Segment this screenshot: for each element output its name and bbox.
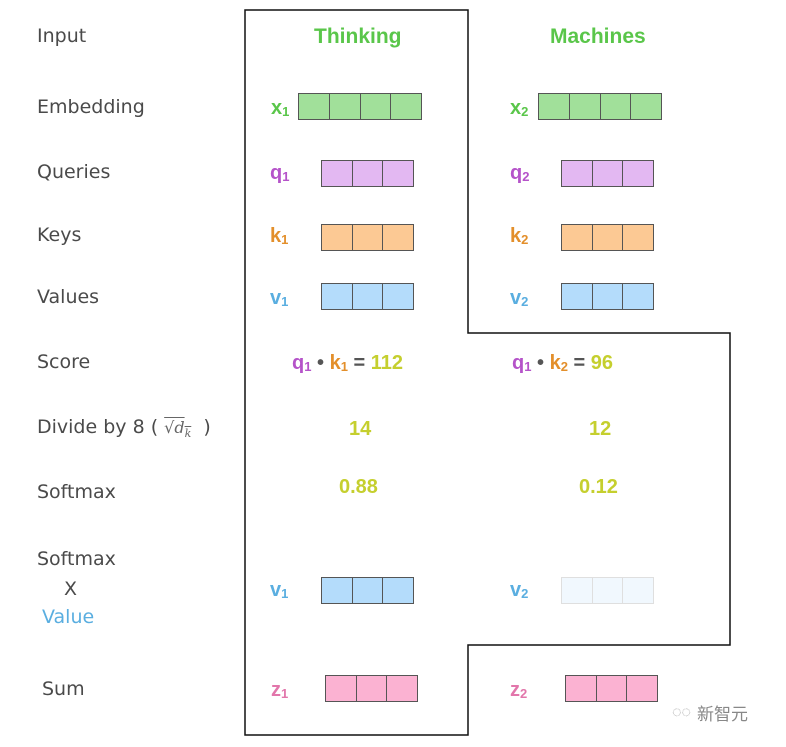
var-v1: v1 [270, 287, 289, 309]
score-1: q1 • k1 = 112 [292, 352, 404, 374]
label-values: Values [37, 286, 100, 308]
vector-cell [353, 161, 384, 186]
vector-x2 [538, 93, 662, 120]
vector-x1 [298, 93, 422, 120]
vector-cell [361, 94, 392, 119]
vector-cell [623, 225, 653, 250]
label-input: Input [37, 25, 87, 47]
var-z2: z2 [510, 679, 528, 701]
var-z1: z1 [271, 679, 289, 701]
vector-cell [322, 225, 353, 250]
vector-cell [322, 578, 353, 603]
vector-cell [539, 94, 570, 119]
vector-cell [562, 225, 593, 250]
vector-k1 [321, 224, 414, 251]
softmax-2: 0.12 [579, 476, 618, 498]
vector-cell [383, 284, 413, 309]
vector-weighted-v2 [561, 577, 654, 604]
vector-cell [383, 161, 413, 186]
vector-cell [353, 284, 384, 309]
vector-q2 [561, 160, 654, 187]
vector-cell [387, 676, 417, 701]
vector-cell [326, 676, 357, 701]
var-v2: v2 [510, 579, 529, 601]
divided-1: 14 [349, 418, 372, 440]
label-value: Value [42, 606, 95, 628]
var-x1: x1 [271, 97, 290, 119]
vector-cell [623, 578, 653, 603]
divided-2: 12 [589, 418, 612, 440]
var-k2: k2 [510, 225, 529, 247]
label-queries: Queries [37, 161, 111, 183]
vector-cell [566, 676, 597, 701]
softmax-1: 0.88 [339, 476, 378, 498]
vector-cell [623, 284, 653, 309]
var-v1: v1 [270, 579, 289, 601]
label-sum: Sum [42, 678, 85, 700]
vector-cell [601, 94, 632, 119]
label-embedding: Embedding [37, 96, 145, 118]
vector-weighted-v1 [321, 577, 414, 604]
vector-cell [597, 676, 628, 701]
wechat-icon: ◌◌ [672, 703, 692, 721]
vector-cell [593, 578, 624, 603]
vector-cell [353, 578, 384, 603]
label-times: X [64, 578, 78, 600]
var-q1: q1 [270, 162, 290, 184]
vector-cell [383, 225, 413, 250]
vector-z2 [565, 675, 658, 702]
vector-cell [627, 676, 657, 701]
label-keys: Keys [37, 224, 82, 246]
vector-cell [593, 225, 624, 250]
vector-cell [299, 94, 330, 119]
vector-cell [562, 578, 593, 603]
sqrt-dk-formula: √dk [164, 418, 192, 441]
vector-cell [631, 94, 661, 119]
vector-cell [322, 161, 353, 186]
vector-cell [330, 94, 361, 119]
vector-cell [357, 676, 388, 701]
score-2: q1 • k2 = 96 [512, 352, 614, 374]
label-softmax: Softmax [37, 481, 116, 503]
vector-k2 [561, 224, 654, 251]
vector-cell [570, 94, 601, 119]
var-k1: k1 [270, 225, 289, 247]
vector-cell [391, 94, 421, 119]
vector-z1 [325, 675, 418, 702]
label-softmax-x: Softmax [37, 548, 116, 570]
vector-cell [322, 284, 353, 309]
vector-cell [562, 161, 593, 186]
vector-cell [593, 284, 624, 309]
var-q2: q2 [510, 162, 530, 184]
vector-v2 [561, 283, 654, 310]
label-score: Score [37, 351, 91, 373]
vector-cell [593, 161, 624, 186]
vector-v1 [321, 283, 414, 310]
vector-cell [353, 225, 384, 250]
var-x2: x2 [510, 97, 529, 119]
var-v2: v2 [510, 287, 529, 309]
word-machines: Machines [550, 25, 646, 48]
label-divide: Divide by 8 ( √dk ) [37, 416, 211, 441]
vector-cell [623, 161, 653, 186]
vector-cell [562, 284, 593, 309]
vector-cell [383, 578, 413, 603]
watermark: ◌◌ 新智元 [672, 703, 749, 726]
vector-q1 [321, 160, 414, 187]
word-thinking: Thinking [314, 25, 402, 48]
